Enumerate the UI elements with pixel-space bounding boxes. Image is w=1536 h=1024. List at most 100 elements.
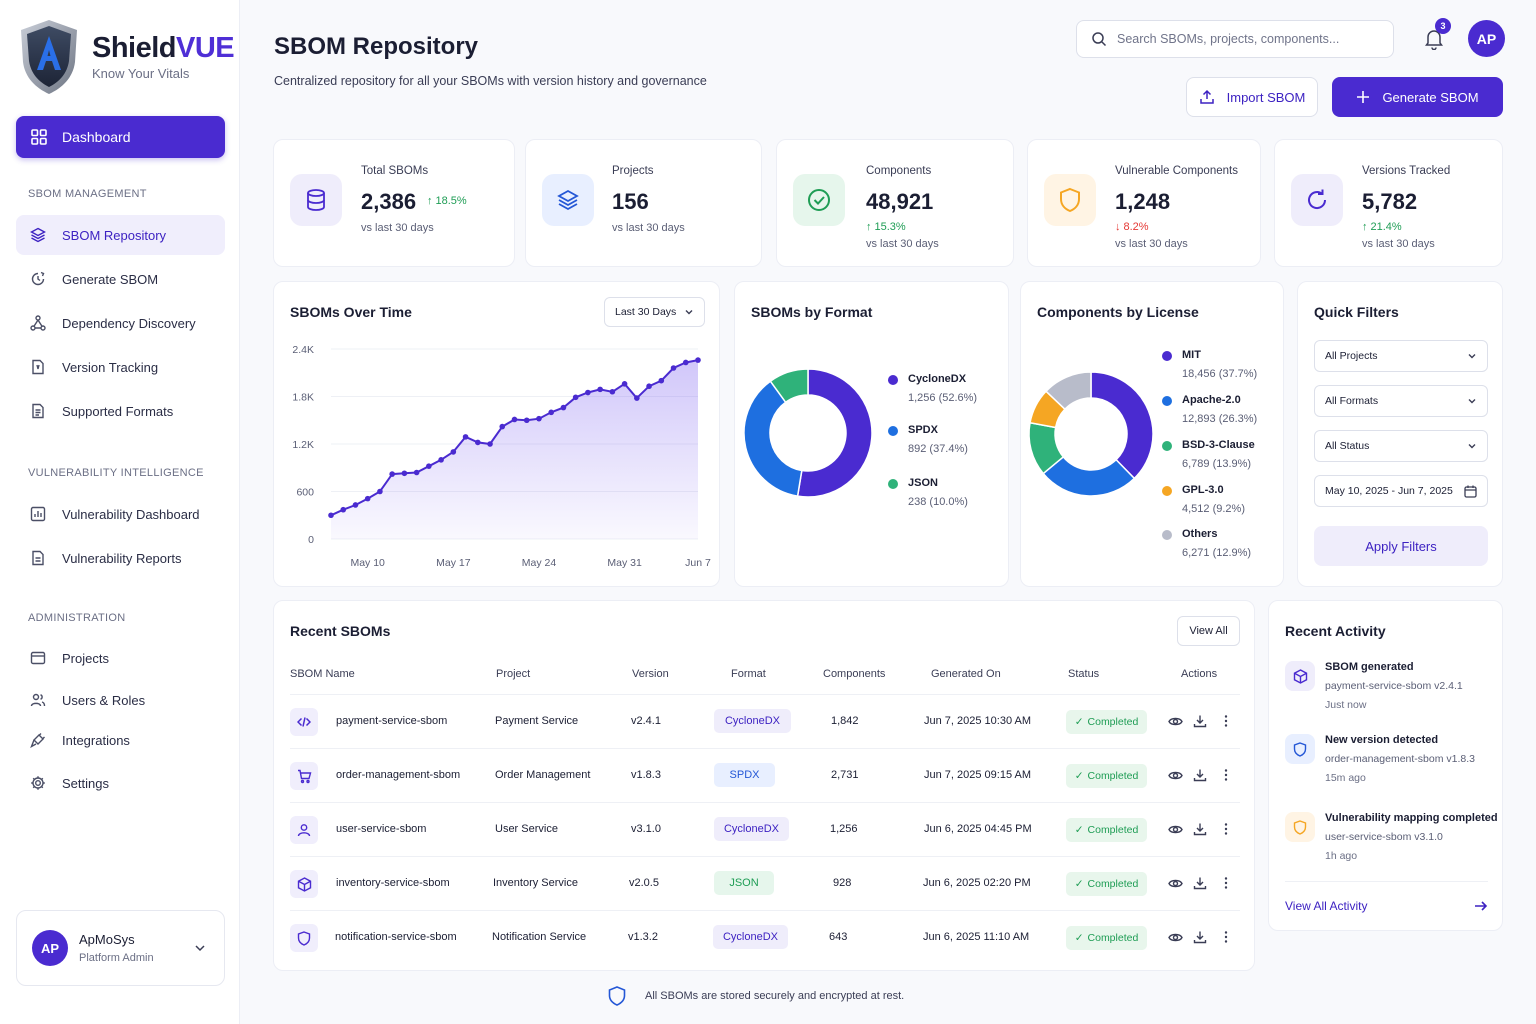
folder-icon	[30, 651, 46, 665]
table-row[interactable]: order-management-sbom Order Management v…	[290, 748, 1240, 802]
stat-note: vs last 30 days	[1115, 238, 1188, 250]
range-select[interactable]: Last 30 Days	[604, 297, 705, 327]
download-icon[interactable]	[1193, 930, 1207, 944]
stat-value: 48,921	[866, 189, 934, 214]
download-icon[interactable]	[1193, 822, 1207, 836]
project-name: Notification Service	[492, 931, 587, 943]
status-text: Completed	[1087, 770, 1139, 782]
activity-item[interactable]: SBOM generated payment-service-sbom v2.4.…	[1285, 661, 1463, 711]
legend-name: Others	[1182, 528, 1218, 540]
generate-sbom-button[interactable]: Generate SBOM	[1332, 77, 1503, 117]
x-tick-label: May 10	[350, 557, 385, 569]
eye-icon[interactable]	[1168, 876, 1183, 891]
view-all-activity-link[interactable]: View All Activity	[1285, 899, 1488, 913]
sidebar-item-label: Version Tracking	[62, 359, 159, 375]
sidebar-item-settings[interactable]: Settings	[16, 763, 225, 803]
import-sbom-button[interactable]: Import SBOM	[1186, 77, 1318, 117]
status-filter-select[interactable]: All Status	[1314, 430, 1488, 462]
more-vertical-icon[interactable]	[1224, 876, 1228, 890]
sidebar-item-dependency-discovery[interactable]: Dependency Discovery	[16, 303, 225, 343]
view-all-button[interactable]: View All	[1177, 616, 1240, 646]
pie-slice	[769, 368, 809, 404]
activity-title: New version detected	[1325, 734, 1439, 746]
column-header[interactable]: Format	[731, 668, 766, 680]
header-avatar[interactable]: AP	[1468, 20, 1505, 57]
more-vertical-icon[interactable]	[1224, 714, 1228, 728]
sbom-name[interactable]: notification-service-sbom	[335, 931, 457, 943]
stat-delta-value: 15.3%	[874, 221, 906, 233]
table-row[interactable]: user-service-sbom User Service v3.1.0 Cy…	[290, 802, 1240, 856]
database-icon	[307, 189, 325, 211]
eye-icon[interactable]	[1168, 768, 1183, 783]
sidebar-item-supported-formats[interactable]: Supported Formats	[16, 391, 225, 431]
sbom-name[interactable]: order-management-sbom	[336, 769, 461, 781]
card-title: Recent Activity	[1285, 623, 1386, 639]
data-point	[462, 434, 469, 440]
more-vertical-icon[interactable]	[1224, 822, 1228, 836]
search-box[interactable]	[1076, 20, 1394, 58]
activity-item[interactable]: Vulnerability mapping completed user-serv…	[1285, 812, 1498, 862]
format-badge: CycloneDX	[713, 925, 788, 949]
status-badge: ✓ Completed	[1066, 872, 1147, 896]
page-subtitle: Centralized repository for all your SBOM…	[274, 74, 707, 88]
eye-icon[interactable]	[1168, 930, 1183, 945]
formats-filter-select[interactable]: All Formats	[1314, 385, 1488, 417]
check-icon: ✓	[1074, 932, 1084, 944]
sidebar-item-projects[interactable]: Projects	[16, 638, 225, 678]
sidebar-item-generate-sbom[interactable]: Generate SBOM	[16, 259, 225, 299]
more-vertical-icon[interactable]	[1224, 768, 1228, 782]
activity-detail: order-management-sbom v1.8.3	[1325, 753, 1475, 765]
column-header[interactable]: Status	[1068, 668, 1100, 680]
apply-filters-button[interactable]: Apply Filters	[1314, 526, 1488, 566]
table-row[interactable]: notification-service-sbom Notification S…	[290, 910, 1240, 964]
search-icon	[1092, 32, 1107, 47]
sidebar-item-vulnerability-reports[interactable]: Vulnerability Reports	[16, 538, 225, 578]
arrow-right-icon	[1475, 901, 1488, 911]
chevron-down-icon[interactable]	[194, 942, 206, 954]
legend-value: 238 (10.0%)	[908, 496, 968, 508]
column-header[interactable]: Components	[823, 668, 886, 680]
column-header[interactable]: Project	[496, 668, 531, 680]
column-header[interactable]: Generated On	[931, 668, 1001, 680]
status-badge: ✓ Completed	[1066, 926, 1147, 950]
import-sbom-label: Import SBOM	[1226, 89, 1306, 105]
sbom-name[interactable]: user-service-sbom	[336, 823, 427, 835]
sbom-name[interactable]: inventory-service-sbom	[336, 877, 450, 889]
table-row[interactable]: inventory-service-sbom Inventory Service…	[290, 856, 1240, 910]
sidebar-item-vulnerability-dashboard[interactable]: Vulnerability Dashboard	[16, 494, 225, 534]
date-range-picker[interactable]: May 10, 2025 - Jun 7, 2025	[1314, 475, 1488, 507]
eye-icon[interactable]	[1168, 714, 1183, 729]
download-icon[interactable]	[1193, 714, 1207, 728]
sidebar-item-version-tracking[interactable]: Version Tracking	[16, 347, 225, 387]
stat-label: Vulnerable Components	[1115, 165, 1238, 177]
plug-icon	[30, 733, 45, 748]
cart-icon	[290, 762, 318, 790]
eye-icon[interactable]	[1168, 822, 1183, 837]
legend-dot	[1162, 351, 1172, 361]
sidebar-item-sbom-repository[interactable]: SBOM Repository	[16, 215, 225, 255]
gear-icon	[31, 776, 45, 790]
projects-filter-select[interactable]: All Projects	[1314, 340, 1488, 372]
download-icon[interactable]	[1193, 768, 1207, 782]
sidebar-item-dashboard[interactable]: Dashboard	[16, 116, 225, 158]
chevron-down-icon	[685, 310, 693, 315]
search-input[interactable]	[1117, 32, 1377, 46]
sidebar-item-users-roles[interactable]: Users & Roles	[16, 680, 225, 720]
generated-on: Jun 7, 2025 10:30 AM	[924, 715, 1032, 727]
status-badge: ✓ Completed	[1066, 710, 1147, 734]
column-header[interactable]: Version	[632, 668, 669, 680]
brand-logo[interactable]: ShieldVUE Know Your Vitals	[18, 18, 235, 96]
card-title: Recent SBOMs	[290, 623, 391, 639]
table-row[interactable]: payment-service-sbom Payment Service v2.…	[290, 694, 1240, 748]
legend-value: 4,512 (9.2%)	[1182, 503, 1245, 515]
activity-item[interactable]: New version detected order-management-sbo…	[1285, 734, 1475, 784]
sbom-name[interactable]: payment-service-sbom	[336, 715, 448, 727]
stat-icon	[1291, 174, 1343, 226]
sidebar-item-integrations[interactable]: Integrations	[16, 720, 225, 760]
legend-dot	[1162, 441, 1172, 451]
user-card[interactable]: AP ApMoSys Platform Admin	[16, 910, 225, 986]
more-vertical-icon[interactable]	[1224, 930, 1228, 944]
download-icon[interactable]	[1193, 876, 1207, 890]
column-header[interactable]: SBOM Name	[290, 668, 355, 680]
stat-card-total-sboms: Total SBOMs 2,386 ↑ 18.5% vs last 30 days	[273, 139, 515, 267]
